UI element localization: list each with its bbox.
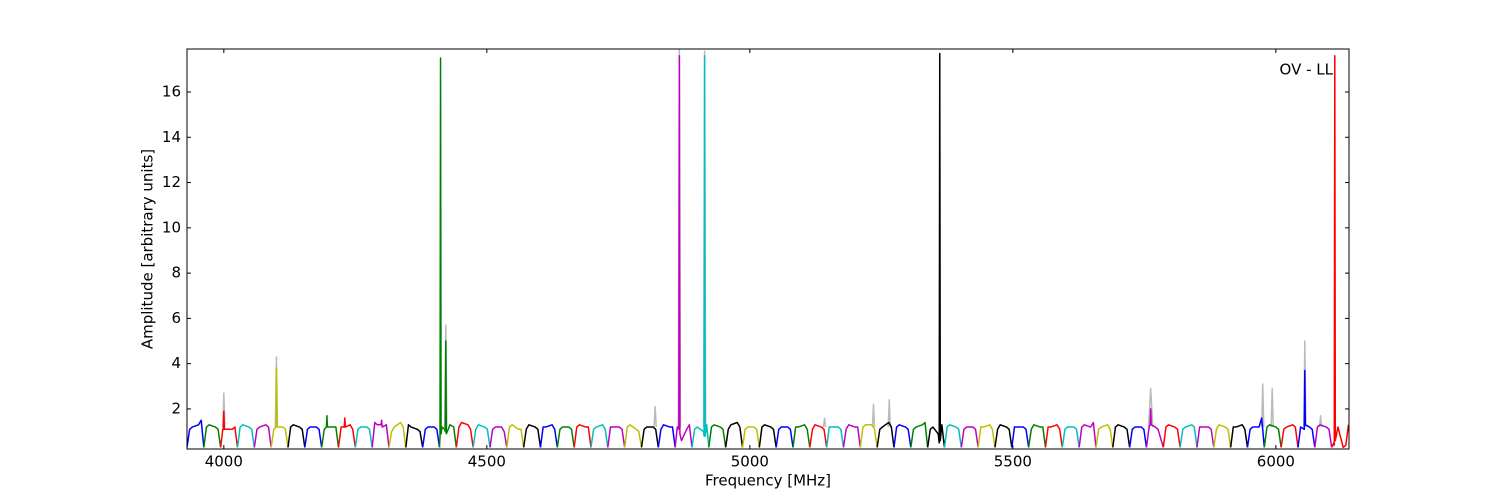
spectrum-line (489, 426, 508, 448)
spectrum-line (405, 424, 424, 448)
spectrum-line (1280, 424, 1299, 448)
spectrum-line (287, 424, 306, 448)
spectrum-line (792, 424, 811, 448)
y-tick-label: 2 (171, 399, 181, 417)
spectrum-line (623, 424, 643, 448)
spectrum-line (472, 424, 491, 448)
spectrum-line (1229, 424, 1249, 448)
spectrum-line (371, 419, 390, 448)
x-tick-label: 5000 (731, 453, 769, 471)
spectrum-line (994, 424, 1013, 448)
spectrum-line (1179, 424, 1198, 448)
x-tick-label: 4000 (205, 453, 243, 471)
spectrum-line (640, 426, 660, 448)
spectrum-line (1044, 424, 1064, 448)
spectrum-line (187, 419, 205, 448)
y-tick-label: 10 (162, 218, 181, 236)
y-tick-label: 4 (171, 354, 181, 372)
spectrum-line (506, 424, 525, 448)
spectrum-line (1061, 426, 1080, 448)
y-axis-label: Amplitude [arbitrary units] (139, 149, 157, 349)
spectrum-line (607, 426, 626, 448)
y-tick-label: 6 (171, 309, 181, 327)
y-tick-label: 16 (162, 83, 181, 101)
spectrum-line (236, 424, 256, 448)
spectrum-line (657, 424, 676, 448)
spectrum-line (775, 426, 794, 448)
spectrum-line (438, 57, 458, 448)
spectrum-line (708, 424, 727, 448)
y-tick-label: 8 (171, 264, 181, 282)
spectrum-line (859, 424, 878, 448)
spectrum-line (674, 55, 693, 448)
spectrum-line (270, 367, 289, 448)
spectrum-line (926, 52, 946, 448)
spectrum-line (1011, 426, 1030, 448)
spectrum-line (320, 414, 340, 448)
spectrum-line (943, 424, 963, 448)
spectrum-line (876, 421, 895, 448)
spectrum-line (421, 426, 441, 448)
spectrum-line (977, 424, 996, 448)
spectrum-line (1095, 424, 1114, 448)
spectrum-line (1213, 424, 1232, 448)
spectrum-line (556, 426, 575, 448)
plot-area (187, 49, 1349, 449)
spectrum-line (724, 421, 744, 448)
spectrum-line (222, 49, 1323, 428)
spectrum-line (809, 424, 828, 448)
spectrum-line (1330, 55, 1349, 449)
spectrum-line (960, 426, 979, 448)
spectrum-line (203, 424, 222, 448)
spectrum-line (691, 55, 710, 448)
spectrum-line (253, 424, 272, 448)
spectrum-line (455, 421, 474, 448)
spectrum-line (337, 417, 357, 448)
spectrum-line (219, 410, 239, 448)
spectrum-line (590, 424, 609, 448)
x-tick-label: 4500 (468, 453, 506, 471)
spectrum-line (1196, 426, 1215, 448)
y-tick-label: 14 (162, 128, 181, 146)
spectrum-line (522, 424, 542, 448)
spectrum-line (910, 421, 929, 448)
spectrum-line (825, 426, 845, 448)
spectrum-line (842, 424, 862, 448)
spectrum-line (1246, 417, 1266, 448)
spectrum-line (354, 426, 373, 448)
x-tick-label: 6000 (1257, 453, 1295, 471)
spectrum-line (1263, 424, 1282, 448)
spectrum-line (1128, 426, 1148, 448)
y-tick-label: 12 (162, 173, 181, 191)
spectrum-line (758, 424, 777, 448)
axes-frame (186, 48, 1350, 450)
spectrum-line (388, 421, 407, 448)
spectrum-line (1112, 424, 1131, 448)
x-tick-label: 5500 (994, 453, 1032, 471)
spectrum-line (893, 424, 912, 448)
spectrum-line (539, 424, 559, 448)
spectrum-line (304, 426, 323, 448)
annotation: OV - LL (1280, 61, 1334, 79)
spectrum-line (1145, 408, 1165, 448)
x-axis-label: Frequency [MHz] (705, 472, 831, 490)
spectrum-line (1314, 424, 1333, 448)
spectrum-line (1027, 424, 1047, 448)
spectrum-line (573, 424, 592, 448)
spectrum-line (741, 426, 761, 448)
spectrum-line (1162, 424, 1181, 448)
spectrum-line (1078, 421, 1097, 448)
spectrum-line (1297, 369, 1316, 448)
